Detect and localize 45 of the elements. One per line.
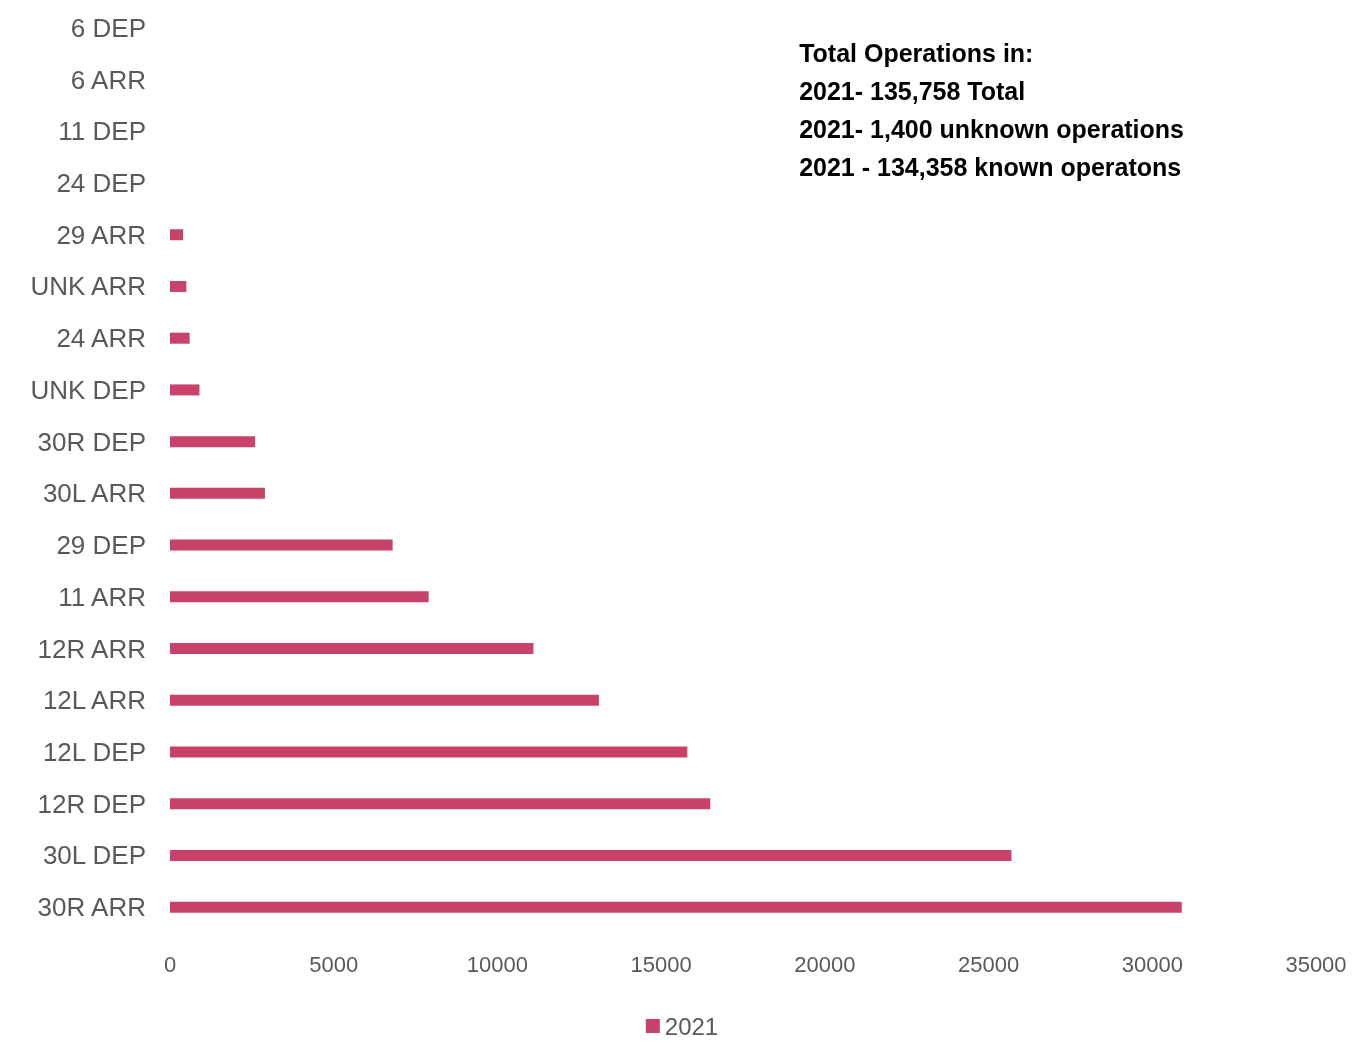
y-tick-label: 12L ARR — [42, 685, 146, 716]
x-tick-label: 10000 — [466, 951, 529, 977]
y-tick-label: 30L DEP — [42, 840, 146, 871]
bar — [170, 798, 711, 810]
bar — [170, 591, 429, 603]
y-tick-label: 6 ARR — [70, 64, 146, 95]
y-tick-label: 11 DEP — [58, 116, 146, 147]
x-tick-label: 15000 — [630, 951, 692, 977]
bar — [170, 694, 599, 706]
bar — [170, 746, 688, 758]
annotation: 2021 - 134,358 known operatons — [799, 152, 1182, 181]
y-tick-label: 12R ARR — [37, 633, 146, 664]
legend-label: 2021 — [664, 1012, 719, 1040]
x-tick-label: 35000 — [1285, 951, 1347, 977]
y-tick-label: 24 ARR — [56, 323, 146, 354]
bar — [170, 849, 1012, 861]
annotation: 2021- 135,758 Total — [799, 76, 1026, 105]
y-tick-label: 6 DEP — [70, 12, 146, 43]
x-tick-label: 5000 — [309, 951, 359, 977]
y-tick-label: 12R DEP — [37, 788, 146, 819]
y-tick-label: UNK DEP — [30, 374, 146, 405]
bar — [170, 487, 265, 499]
y-tick-label: 30R DEP — [37, 426, 146, 457]
bar — [170, 901, 1182, 913]
bar — [170, 280, 187, 292]
y-tick-label: 11 ARR — [58, 581, 146, 612]
x-tick-label: 0 — [163, 951, 177, 977]
annotation: Total Operations in: — [799, 38, 1034, 67]
y-tick-label: 12L DEP — [42, 736, 146, 767]
bar — [170, 384, 200, 396]
y-tick-label: UNK ARR — [30, 271, 146, 302]
y-tick-label: 30R ARR — [37, 892, 146, 923]
y-tick-label: 24 DEP — [56, 168, 146, 199]
x-tick-label: 30000 — [1121, 951, 1183, 977]
y-tick-label: 30L ARR — [42, 478, 146, 509]
y-tick-label: 29 ARR — [56, 219, 146, 250]
y-tick-label: 29 DEP — [56, 530, 146, 561]
x-tick-label: 25000 — [957, 951, 1020, 977]
bar — [170, 643, 534, 655]
bar — [170, 436, 256, 448]
bar — [170, 229, 184, 241]
x-tick-label: 20000 — [794, 951, 856, 977]
bar — [170, 539, 393, 551]
annotation: 2021- 1,400 unknown operations — [799, 114, 1184, 143]
bar — [170, 332, 190, 344]
